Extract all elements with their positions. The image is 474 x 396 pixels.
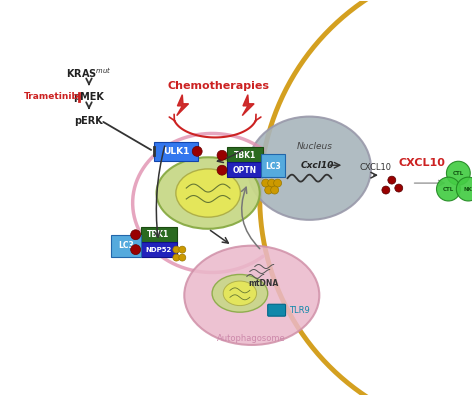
Circle shape [456, 177, 474, 201]
Circle shape [388, 176, 396, 184]
Ellipse shape [248, 116, 371, 220]
FancyBboxPatch shape [155, 143, 198, 161]
Text: LC3: LC3 [265, 162, 281, 171]
Circle shape [437, 177, 460, 201]
Text: mtDNA: mtDNA [248, 279, 279, 288]
Circle shape [217, 150, 227, 160]
Text: ULK1: ULK1 [163, 147, 190, 156]
Circle shape [395, 184, 403, 192]
Text: Cxcl10: Cxcl10 [301, 161, 334, 170]
Polygon shape [177, 95, 189, 116]
Text: OPTN: OPTN [233, 166, 257, 175]
Text: pMEK: pMEK [73, 92, 104, 102]
FancyBboxPatch shape [141, 227, 177, 243]
Text: CXCL10: CXCL10 [360, 163, 392, 172]
Text: Nucleus: Nucleus [296, 142, 332, 151]
Circle shape [192, 147, 202, 156]
Text: TLR9: TLR9 [289, 306, 310, 315]
Circle shape [179, 254, 186, 261]
Ellipse shape [156, 157, 260, 229]
Circle shape [217, 165, 227, 175]
Text: KRAS$^{mut}$: KRAS$^{mut}$ [66, 66, 112, 80]
FancyBboxPatch shape [227, 147, 263, 163]
Circle shape [268, 179, 276, 187]
Ellipse shape [176, 169, 240, 217]
Circle shape [382, 186, 390, 194]
Text: CXCL10: CXCL10 [399, 158, 446, 168]
Circle shape [273, 179, 282, 187]
Circle shape [131, 230, 141, 240]
Ellipse shape [184, 246, 319, 345]
Text: CTL: CTL [453, 171, 464, 176]
Text: NDP52: NDP52 [146, 247, 172, 253]
Ellipse shape [223, 281, 256, 306]
Circle shape [131, 245, 141, 255]
Text: Trametinib: Trametinib [23, 92, 78, 101]
Circle shape [173, 246, 180, 253]
FancyBboxPatch shape [111, 235, 141, 257]
Circle shape [264, 186, 273, 194]
Text: pERK: pERK [74, 116, 103, 126]
Text: TBK1: TBK1 [147, 230, 170, 239]
FancyBboxPatch shape [261, 154, 284, 177]
Circle shape [173, 254, 180, 261]
Circle shape [179, 246, 186, 253]
Text: LC3: LC3 [118, 241, 134, 250]
FancyBboxPatch shape [268, 304, 285, 316]
Circle shape [262, 179, 270, 187]
Text: NK: NK [464, 187, 473, 192]
Circle shape [271, 186, 279, 194]
Text: TBK1: TBK1 [234, 151, 256, 160]
Text: Autophagosome: Autophagosome [218, 333, 286, 343]
Polygon shape [242, 95, 254, 116]
Text: CTL: CTL [443, 187, 454, 192]
Circle shape [447, 161, 470, 185]
Ellipse shape [212, 274, 268, 312]
FancyBboxPatch shape [141, 242, 177, 257]
FancyBboxPatch shape [227, 162, 263, 177]
Text: Chemotherapies: Chemotherapies [167, 81, 269, 91]
